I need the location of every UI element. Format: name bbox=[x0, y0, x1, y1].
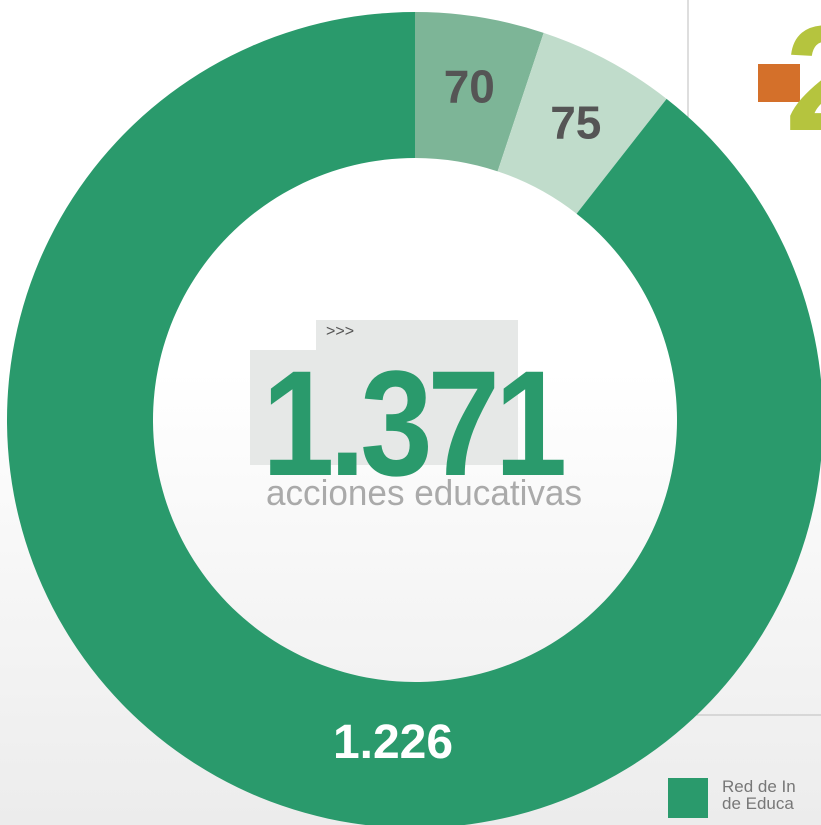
value-label: 70 bbox=[444, 60, 495, 112]
marker-backdrop bbox=[250, 320, 316, 350]
legend-label: Red de In bbox=[722, 777, 796, 796]
corner-digit: 2 bbox=[785, 0, 821, 162]
center-total: 1.371 bbox=[262, 339, 564, 507]
center-marker: >>> bbox=[326, 323, 354, 340]
donut-segment bbox=[415, 12, 544, 172]
donut-segment bbox=[497, 32, 667, 214]
legend-swatch bbox=[668, 778, 708, 818]
orange-square bbox=[758, 64, 800, 102]
value-label: 75 bbox=[550, 96, 601, 148]
donut-segment bbox=[7, 12, 821, 825]
center-caption: acciones educativas bbox=[266, 472, 582, 513]
donut bbox=[7, 12, 821, 825]
legend-label: de Educa bbox=[722, 794, 794, 813]
value-label: 1.226 bbox=[333, 716, 453, 769]
